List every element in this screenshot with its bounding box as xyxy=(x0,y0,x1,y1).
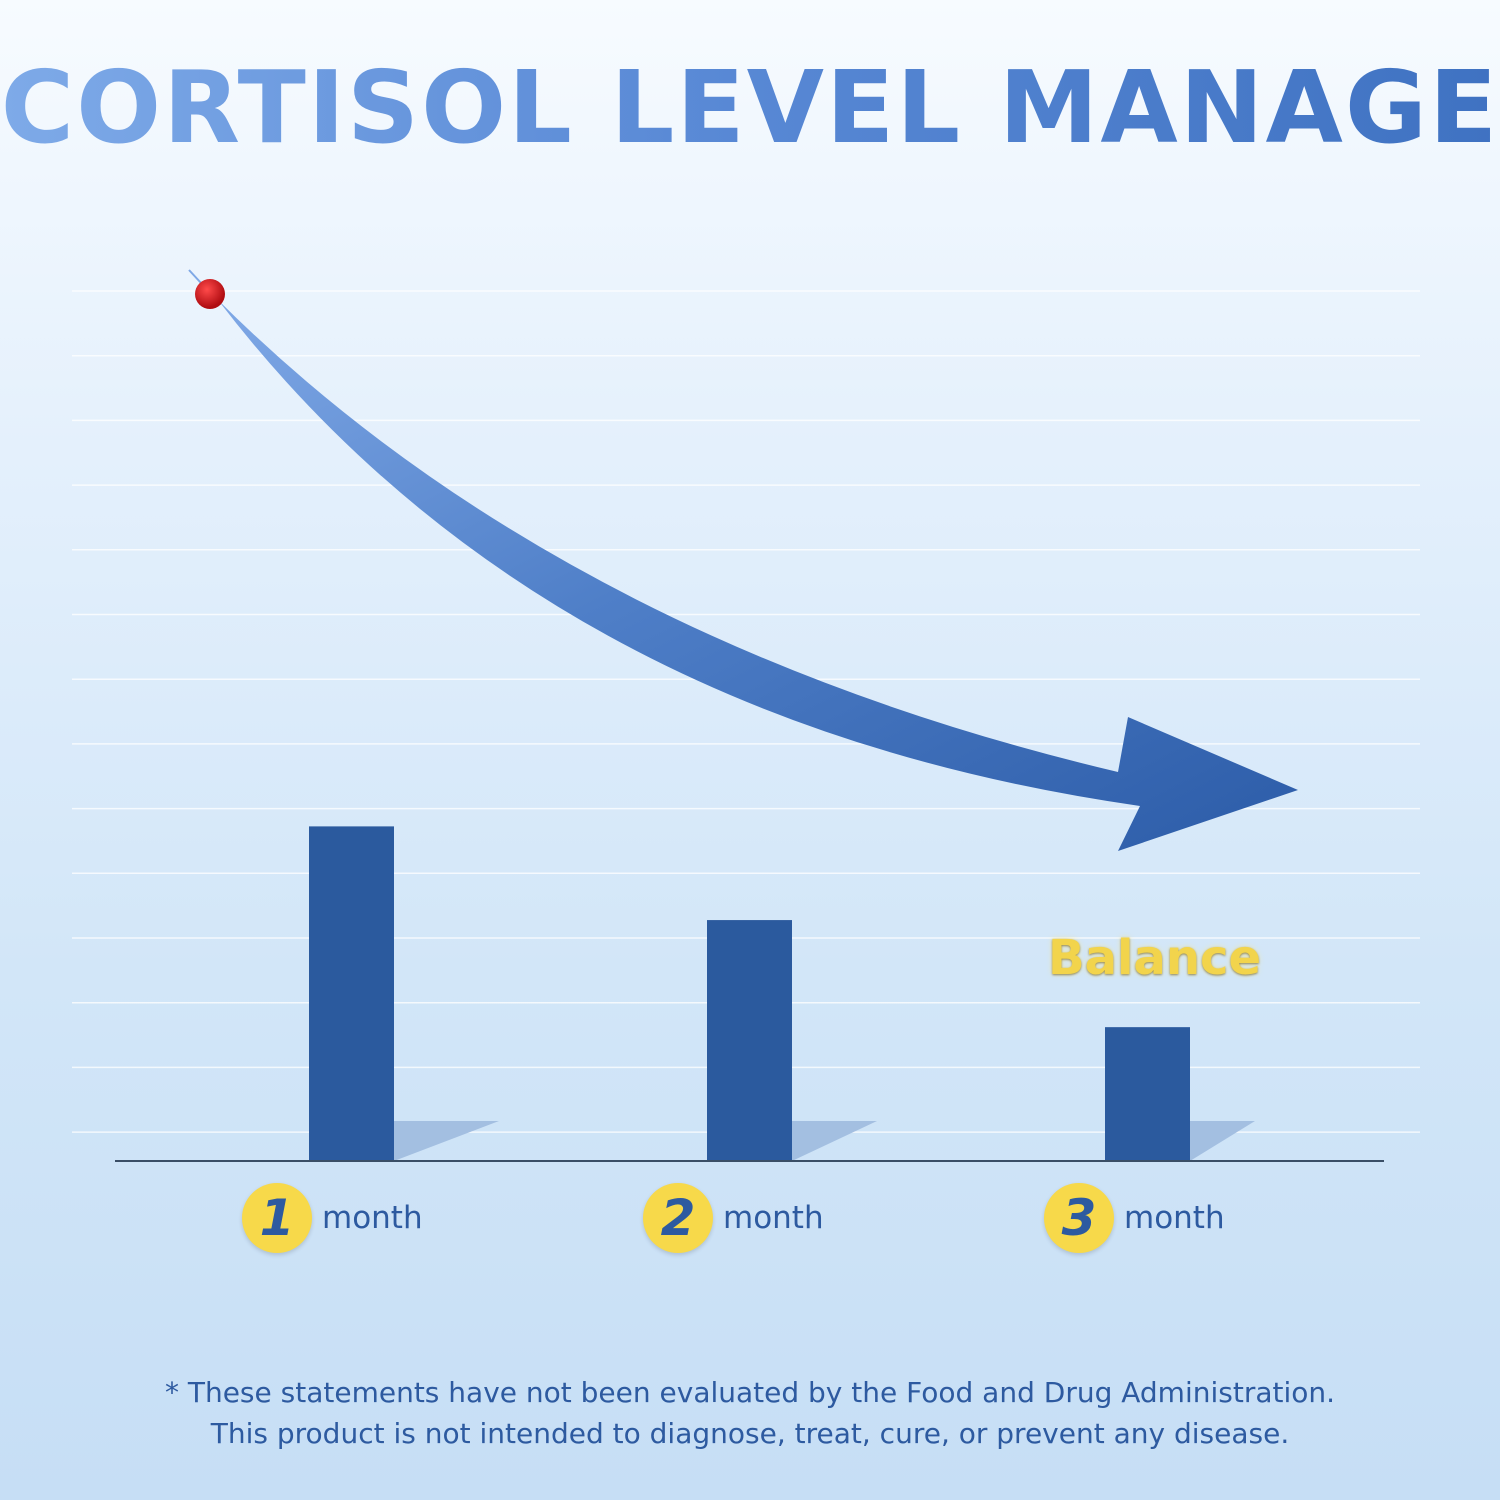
disclaimer-line-1: * These statements have not been evaluat… xyxy=(164,1376,1336,1409)
bar-shadow xyxy=(792,1121,877,1161)
bar-group xyxy=(309,826,1255,1161)
bar-shadow xyxy=(394,1121,499,1161)
bar-month-1 xyxy=(309,826,394,1161)
x-tick-label: month xyxy=(1124,1200,1225,1236)
x-tick-2: 2 month xyxy=(643,1182,824,1254)
month-number-badge: 1 xyxy=(242,1183,312,1253)
balance-annotation: Balance xyxy=(1048,930,1261,986)
x-tick-3: 3 month xyxy=(1044,1182,1225,1254)
x-tick-1: 1 month xyxy=(242,1182,423,1254)
bar-shadow xyxy=(1190,1121,1255,1161)
bar-month-3 xyxy=(1105,1027,1190,1161)
bar-month-2 xyxy=(707,920,792,1161)
x-tick-label: month xyxy=(723,1200,824,1236)
month-number-badge: 2 xyxy=(643,1183,713,1253)
chart-title: CORTISOL LEVEL MANAGE xyxy=(0,49,1500,166)
month-number-badge: 3 xyxy=(1044,1183,1114,1253)
x-tick-label: month xyxy=(322,1200,423,1236)
disclaimer-line-2: This product is not intended to diagnose… xyxy=(210,1417,1290,1450)
trend-start-marker xyxy=(195,279,225,309)
fda-disclaimer: * These statements have not been evaluat… xyxy=(0,1372,1500,1454)
trend-arrow xyxy=(218,300,1298,851)
